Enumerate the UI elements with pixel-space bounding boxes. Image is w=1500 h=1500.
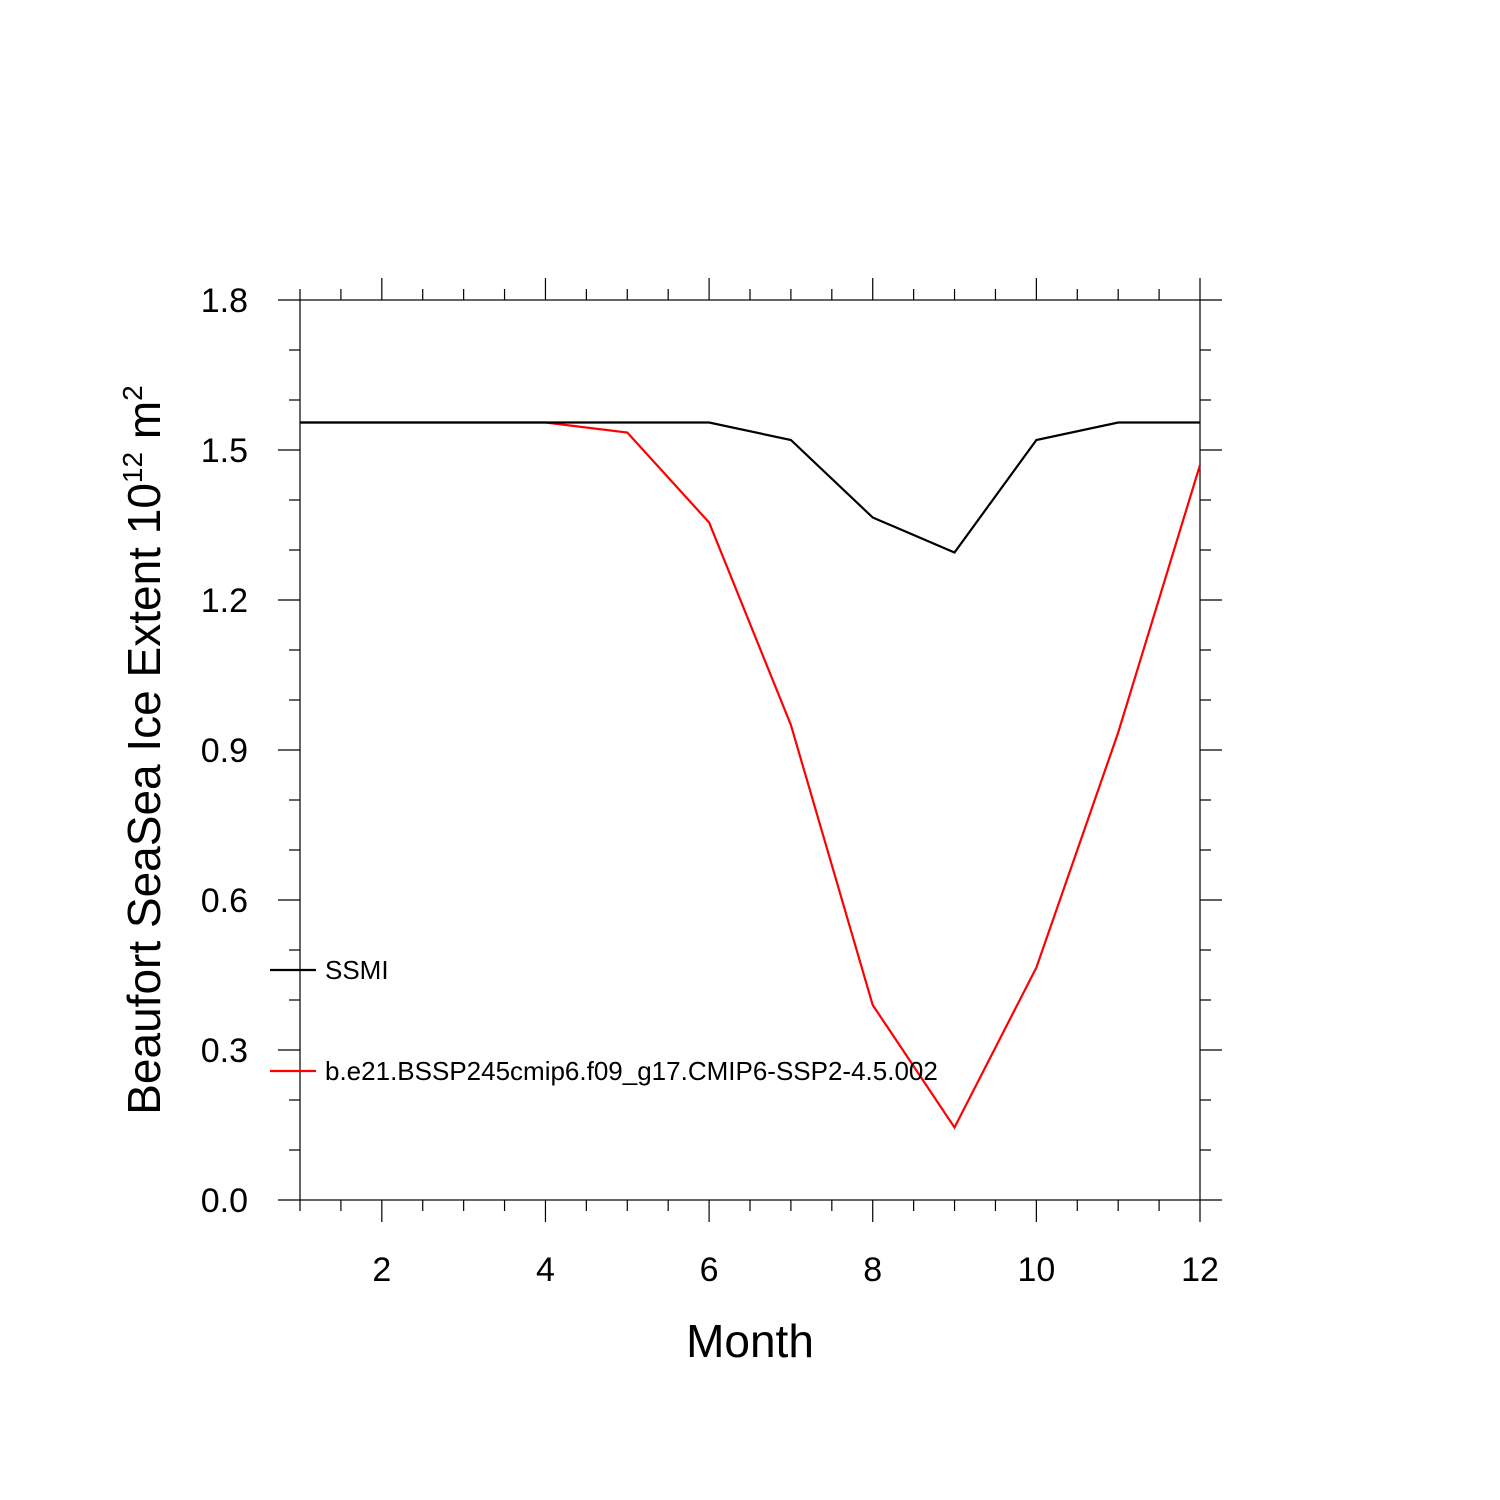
y-tick-label: 0.6 [201, 882, 248, 920]
x-tick-label: 6 [700, 1251, 719, 1289]
legend: SSMI b.e21.BSSP245cmip6.f09_g17.CMIP6-SSP… [270, 955, 938, 1086]
y-tick-label: 1.5 [201, 432, 248, 470]
x-tick-label: 8 [863, 1251, 882, 1289]
y-tick-label: 0.9 [201, 732, 248, 770]
x-tick-label: 12 [1181, 1251, 1219, 1289]
tick-marks [278, 278, 1222, 1222]
x-axis-title: Month [686, 1315, 814, 1367]
tick-labels: 0.0 0.3 0.6 0.9 1.2 1.5 1.8 2 4 6 8 10 12 [201, 282, 1219, 1289]
y-tick-label: 0.3 [201, 1032, 248, 1070]
plot-frame [299, 299, 1201, 1201]
y-axis-title-unit: m [118, 401, 170, 452]
x-tick-label: 4 [536, 1251, 555, 1289]
y-tick-label: 0.0 [201, 1182, 248, 1220]
x-tick-label: 2 [372, 1251, 391, 1289]
series-line [300, 421, 1202, 1130]
y-axis-title-exponent: 12 [117, 452, 148, 483]
y-axis-title-unit-exponent: 2 [117, 385, 148, 401]
series-line [300, 421, 1200, 554]
y-axis-title-main: Beaufort SeaSea Ice Extent 10 [118, 483, 170, 1115]
x-tick-label: 10 [1017, 1251, 1055, 1289]
series-lines [300, 421, 1202, 1130]
y-tick-label: 1.8 [201, 282, 248, 320]
y-axis-title: Beaufort SeaSea Ice Extent 1012 m2 [117, 385, 170, 1115]
legend-label: b.e21.BSSP245cmip6.f09_g17.CMIP6-SSP2-4.… [325, 1056, 938, 1086]
legend-label: SSMI [325, 955, 389, 985]
y-tick-label: 1.2 [201, 582, 248, 620]
